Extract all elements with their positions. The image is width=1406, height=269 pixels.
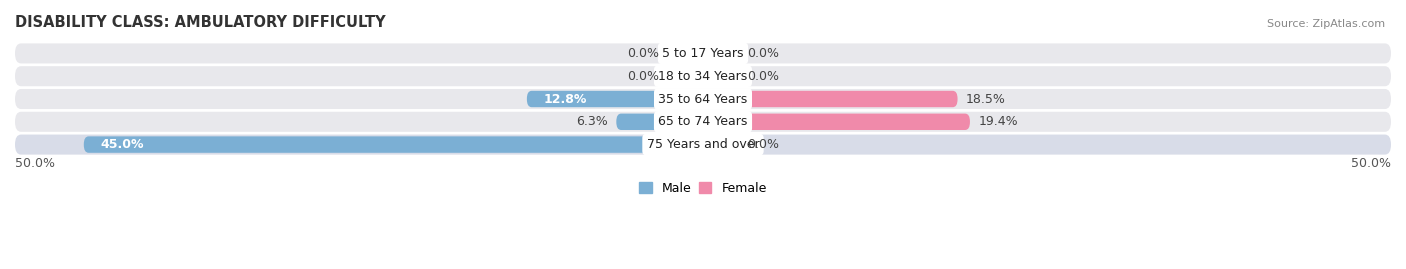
Text: 50.0%: 50.0% — [15, 157, 55, 170]
FancyBboxPatch shape — [15, 134, 1391, 155]
Text: DISABILITY CLASS: AMBULATORY DIFFICULTY: DISABILITY CLASS: AMBULATORY DIFFICULTY — [15, 15, 385, 30]
FancyBboxPatch shape — [703, 114, 970, 130]
Text: 6.3%: 6.3% — [576, 115, 607, 128]
FancyBboxPatch shape — [15, 66, 1391, 86]
FancyBboxPatch shape — [669, 68, 703, 84]
FancyBboxPatch shape — [669, 45, 703, 62]
Text: 5 to 17 Years: 5 to 17 Years — [662, 47, 744, 60]
Text: 0.0%: 0.0% — [747, 47, 779, 60]
FancyBboxPatch shape — [15, 43, 1391, 63]
FancyBboxPatch shape — [15, 89, 1391, 109]
Text: 45.0%: 45.0% — [100, 138, 143, 151]
FancyBboxPatch shape — [703, 45, 737, 62]
Text: Source: ZipAtlas.com: Source: ZipAtlas.com — [1267, 19, 1385, 29]
Text: 65 to 74 Years: 65 to 74 Years — [658, 115, 748, 128]
Text: 18 to 34 Years: 18 to 34 Years — [658, 70, 748, 83]
FancyBboxPatch shape — [703, 136, 737, 153]
Legend: Male, Female: Male, Female — [634, 177, 772, 200]
FancyBboxPatch shape — [703, 91, 957, 107]
FancyBboxPatch shape — [84, 136, 703, 153]
Text: 35 to 64 Years: 35 to 64 Years — [658, 93, 748, 105]
Text: 19.4%: 19.4% — [979, 115, 1018, 128]
FancyBboxPatch shape — [703, 68, 737, 84]
Text: 50.0%: 50.0% — [1351, 157, 1391, 170]
Text: 0.0%: 0.0% — [747, 70, 779, 83]
Text: 0.0%: 0.0% — [627, 47, 659, 60]
FancyBboxPatch shape — [616, 114, 703, 130]
Text: 0.0%: 0.0% — [747, 138, 779, 151]
Text: 75 Years and over: 75 Years and over — [647, 138, 759, 151]
FancyBboxPatch shape — [527, 91, 703, 107]
Text: 12.8%: 12.8% — [543, 93, 586, 105]
Text: 18.5%: 18.5% — [966, 93, 1005, 105]
FancyBboxPatch shape — [15, 112, 1391, 132]
Text: 0.0%: 0.0% — [627, 70, 659, 83]
